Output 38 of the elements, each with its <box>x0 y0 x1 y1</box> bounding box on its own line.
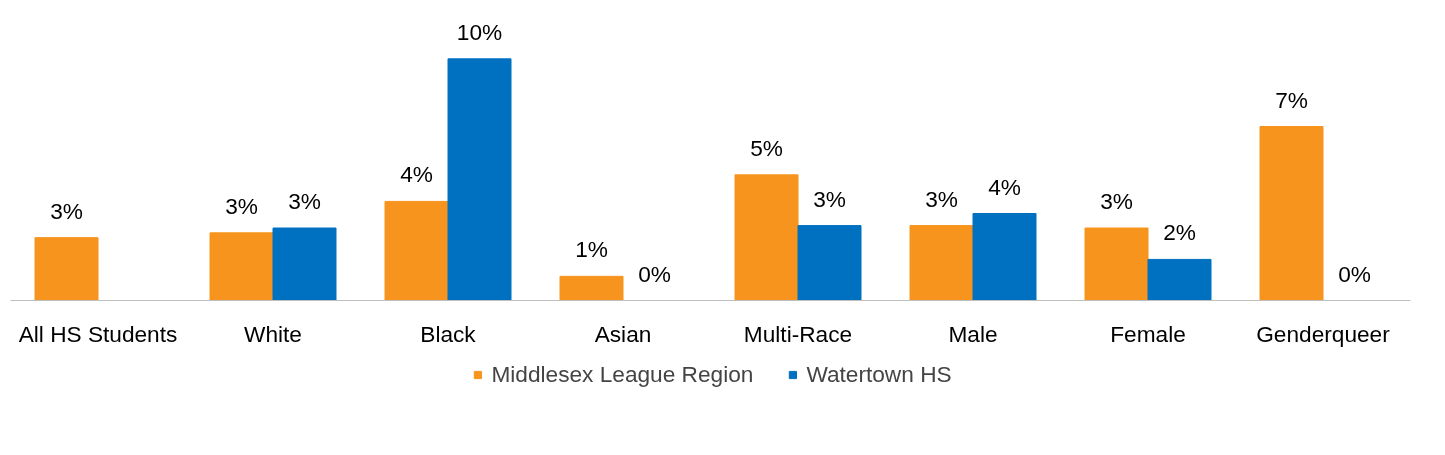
bar <box>1084 227 1149 301</box>
data-label: 4% <box>988 173 1021 200</box>
x-tick-label: White <box>244 320 302 347</box>
data-label: 3% <box>225 192 258 219</box>
data-label: 0% <box>1338 260 1371 287</box>
bar <box>972 213 1037 301</box>
data-label: 3% <box>1100 188 1133 214</box>
data-label: 3% <box>288 188 321 214</box>
bar <box>384 200 449 301</box>
bar <box>272 227 337 301</box>
data-label: 4% <box>400 161 433 188</box>
data-label: 5% <box>750 134 783 161</box>
bar <box>909 225 974 301</box>
bar <box>209 232 274 301</box>
bar <box>1147 258 1212 301</box>
x-tick-label: Multi-Race <box>743 320 853 347</box>
data-label: 7% <box>1275 86 1308 113</box>
bar <box>734 174 799 301</box>
data-label: 3% <box>50 197 83 224</box>
bar <box>447 58 512 301</box>
legend-label: Middlesex League Region <box>491 360 754 388</box>
x-tick-label: Asian <box>594 320 652 347</box>
bar <box>1259 126 1324 301</box>
x-tick-label: Female <box>1110 320 1186 347</box>
data-label: 2% <box>1163 219 1196 246</box>
bar <box>559 275 624 301</box>
data-label: 3% <box>813 185 846 212</box>
x-tick-label: Male <box>948 320 998 347</box>
data-label: 10% <box>456 18 503 45</box>
bar <box>797 225 862 301</box>
legend-label: Watertown HS <box>806 360 952 388</box>
x-tick-label: Genderqueer <box>1256 320 1391 347</box>
x-tick-label: Black <box>420 320 477 347</box>
data-label: 1% <box>575 236 608 263</box>
data-label: 3% <box>925 185 958 212</box>
data-label: 0% <box>638 260 671 287</box>
bar <box>34 237 99 301</box>
x-tick-label: All HS Students <box>18 320 178 347</box>
